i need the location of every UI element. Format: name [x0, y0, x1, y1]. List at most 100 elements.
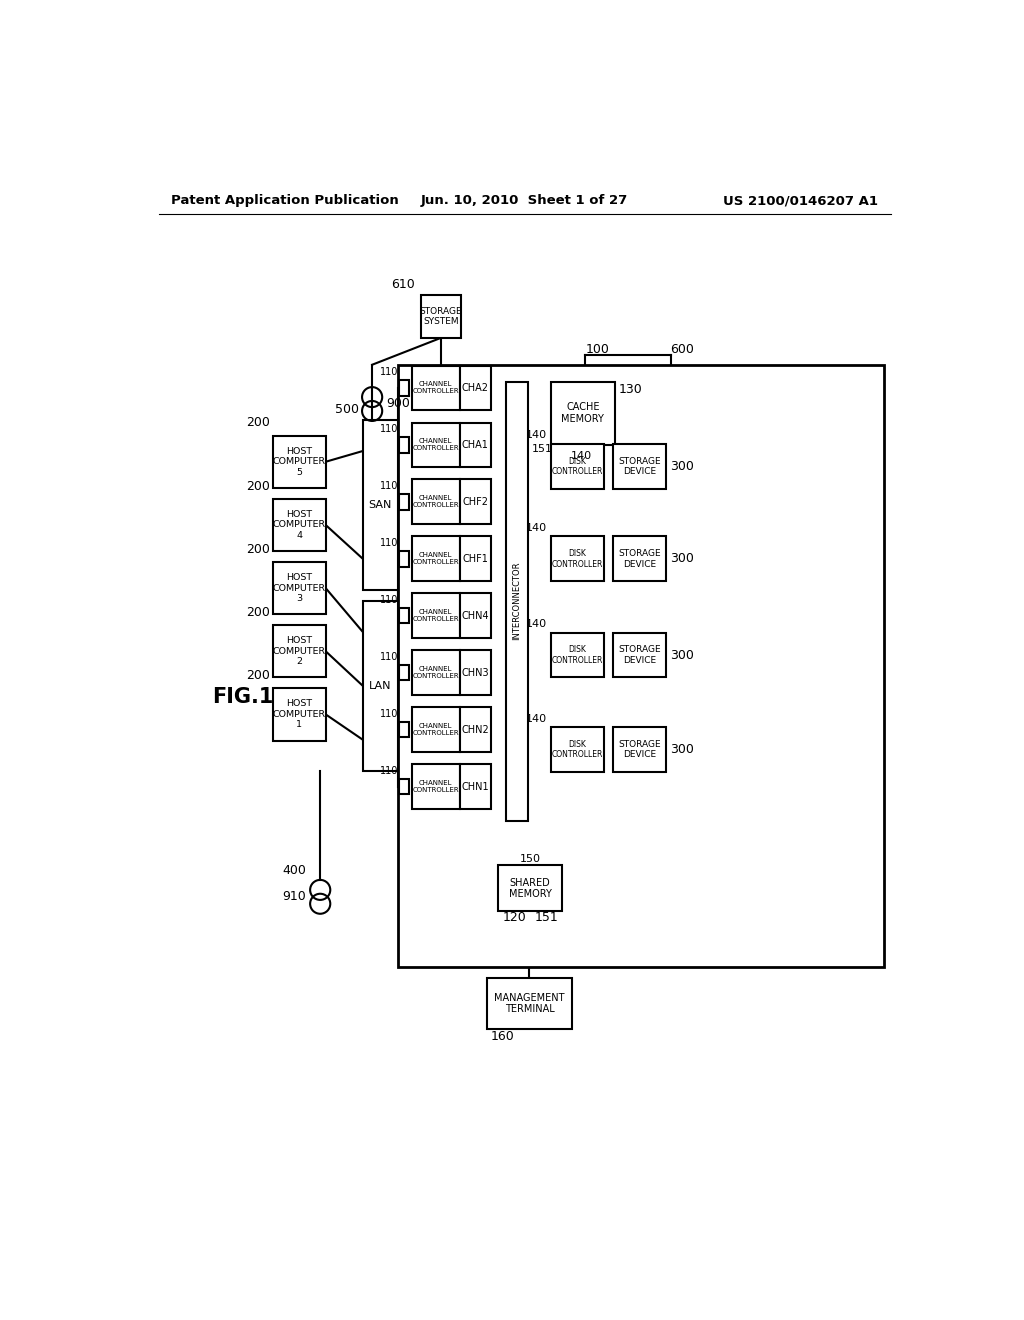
Text: CHANNEL
CONTROLLER: CHANNEL CONTROLLER [413, 552, 459, 565]
Text: 500: 500 [335, 403, 359, 416]
Bar [412, 479, 460, 524]
Text: Jun. 10, 2010  Sheet 1 of 27: Jun. 10, 2010 Sheet 1 of 27 [421, 194, 629, 207]
Text: DISK
CONTROLLER: DISK CONTROLLER [552, 645, 603, 665]
Text: 200: 200 [246, 606, 270, 619]
Bar [399, 437, 410, 453]
Text: 200: 200 [246, 416, 270, 429]
Bar [499, 866, 562, 911]
Text: HOST
COMPUTER
3: HOST COMPUTER 3 [272, 573, 326, 603]
Bar [460, 651, 490, 696]
Bar [399, 665, 410, 681]
Bar [460, 479, 490, 524]
Text: HOST
COMPUTER
5: HOST COMPUTER 5 [272, 447, 326, 477]
Bar [613, 727, 666, 772]
Text: 110: 110 [380, 480, 398, 491]
Text: INTERCONNECTOR: INTERCONNECTOR [513, 562, 521, 640]
Text: 140: 140 [526, 619, 547, 628]
Bar [412, 651, 460, 696]
Text: 100: 100 [586, 343, 609, 356]
Bar [551, 727, 604, 772]
Text: 110: 110 [380, 709, 398, 719]
Text: 300: 300 [670, 743, 693, 756]
Text: CHANNEL
CONTROLLER: CHANNEL CONTROLLER [413, 495, 459, 508]
Bar [412, 536, 460, 581]
Text: CHANNEL
CONTROLLER: CHANNEL CONTROLLER [413, 780, 459, 793]
Text: LAN: LAN [369, 681, 391, 690]
Text: CHN4: CHN4 [462, 611, 489, 620]
Text: CHN2: CHN2 [462, 725, 489, 735]
Bar [273, 499, 326, 552]
Bar [399, 779, 410, 795]
Text: CHA2: CHA2 [462, 383, 488, 393]
Bar [460, 366, 490, 411]
Bar [362, 601, 397, 771]
Bar [412, 366, 460, 411]
Text: STORAGE
SYSTEM: STORAGE SYSTEM [420, 308, 463, 326]
Bar [460, 594, 490, 638]
Text: 140: 140 [526, 430, 547, 441]
Bar [412, 708, 460, 752]
Text: CHN3: CHN3 [462, 668, 489, 677]
Text: SAN: SAN [369, 500, 392, 510]
Bar [273, 436, 326, 488]
Text: 110: 110 [380, 595, 398, 605]
Text: CHANNEL
CONTROLLER: CHANNEL CONTROLLER [413, 723, 459, 737]
Text: 900: 900 [386, 397, 410, 409]
Bar [613, 632, 666, 677]
Bar [551, 536, 604, 581]
Bar [399, 722, 410, 738]
Bar [273, 626, 326, 677]
Bar [399, 552, 410, 566]
Bar [460, 422, 490, 467]
Text: CHA1: CHA1 [462, 440, 488, 450]
Text: 140: 140 [571, 450, 593, 461]
Text: STORAGE
DEVICE: STORAGE DEVICE [618, 645, 660, 665]
Bar [273, 688, 326, 741]
Bar [273, 562, 326, 614]
Text: 300: 300 [670, 648, 693, 661]
Bar [613, 536, 666, 581]
Bar [486, 978, 572, 1028]
Text: 160: 160 [490, 1030, 514, 1043]
Bar [399, 380, 410, 396]
Text: MANAGEMENT
TERMINAL: MANAGEMENT TERMINAL [495, 993, 564, 1014]
Text: 110: 110 [380, 652, 398, 663]
Text: STORAGE
DEVICE: STORAGE DEVICE [618, 549, 660, 569]
Bar [460, 708, 490, 752]
Bar [460, 536, 490, 581]
Text: HOST
COMPUTER
1: HOST COMPUTER 1 [272, 700, 326, 729]
Text: 400: 400 [283, 865, 306, 878]
Text: CHF1: CHF1 [462, 554, 488, 564]
Text: HOST
COMPUTER
4: HOST COMPUTER 4 [272, 510, 326, 540]
Bar [412, 764, 460, 809]
Text: CACHE
MEMORY: CACHE MEMORY [561, 403, 604, 424]
Text: Patent Application Publication: Patent Application Publication [171, 194, 398, 207]
Text: CHANNEL
CONTROLLER: CHANNEL CONTROLLER [413, 381, 459, 395]
Text: 910: 910 [283, 890, 306, 903]
Text: 600: 600 [671, 343, 694, 356]
Text: 110: 110 [380, 766, 398, 776]
Text: 200: 200 [246, 543, 270, 556]
Text: STORAGE
DEVICE: STORAGE DEVICE [618, 741, 660, 759]
Text: 110: 110 [380, 367, 398, 378]
Bar [362, 420, 397, 590]
Bar [412, 422, 460, 467]
Text: CHANNEL
CONTROLLER: CHANNEL CONTROLLER [413, 667, 459, 680]
Text: FIG.1: FIG.1 [212, 688, 273, 708]
Text: 120: 120 [503, 911, 526, 924]
Text: 200: 200 [246, 479, 270, 492]
Bar [412, 594, 460, 638]
Text: 110: 110 [380, 424, 398, 434]
Text: CHF2: CHF2 [462, 496, 488, 507]
Text: 151: 151 [531, 444, 553, 454]
Bar [399, 609, 410, 623]
Text: 140: 140 [526, 523, 547, 533]
Bar [551, 632, 604, 677]
Text: HOST
COMPUTER
2: HOST COMPUTER 2 [272, 636, 326, 667]
Text: SHARED
MEMORY: SHARED MEMORY [509, 878, 552, 899]
Text: 140: 140 [526, 714, 547, 723]
Text: DISK
CONTROLLER: DISK CONTROLLER [552, 549, 603, 569]
Text: 151: 151 [535, 911, 558, 924]
Text: 610: 610 [391, 277, 415, 290]
Bar [551, 381, 614, 445]
